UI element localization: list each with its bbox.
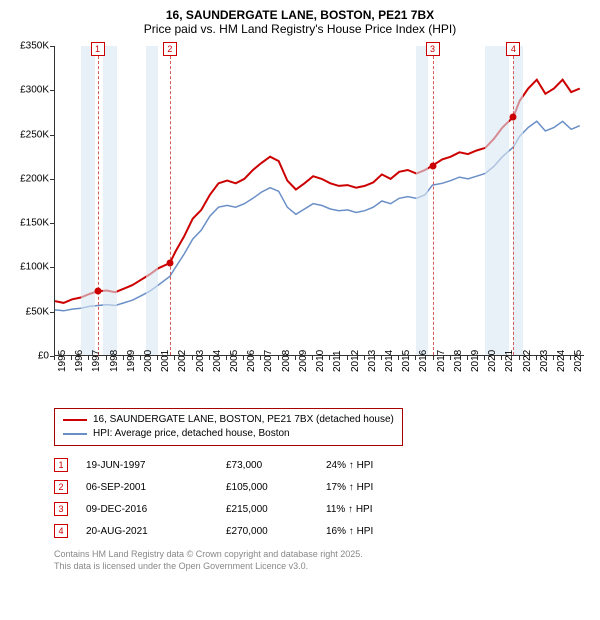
table-date: 19-JUN-1997 — [86, 460, 226, 471]
x-axis-label: 2006 — [246, 350, 257, 372]
x-axis-label: 2024 — [556, 350, 567, 372]
x-axis-label: 2002 — [177, 350, 188, 372]
recession-band — [81, 46, 95, 355]
chart-title: 16, SAUNDERGATE LANE, BOSTON, PE21 7BX — [10, 8, 590, 22]
footnote-line1: Contains HM Land Registry data © Crown c… — [54, 548, 590, 560]
event-marker-box: 2 — [163, 42, 177, 56]
x-axis-label: 2015 — [401, 350, 412, 372]
x-axis-label: 2018 — [453, 350, 464, 372]
legend-swatch — [63, 419, 87, 421]
recession-band — [416, 46, 428, 355]
y-axis-label: £0 — [9, 351, 49, 362]
x-axis-label: 2013 — [367, 350, 378, 372]
chart-subtitle: Price paid vs. HM Land Registry's House … — [10, 22, 590, 36]
event-marker-box: 3 — [426, 42, 440, 56]
x-axis-label: 2003 — [195, 350, 206, 372]
table-marker: 2 — [54, 480, 68, 494]
marker-table: 1 19-JUN-1997£73,00024% ↑ HPI 2 06-SEP-2001… — [54, 454, 590, 542]
x-axis-label: 2023 — [539, 350, 550, 372]
recession-band — [103, 46, 117, 355]
x-axis-label: 2011 — [332, 350, 343, 372]
event-marker-dot — [429, 162, 436, 169]
x-axis-label: 1997 — [91, 350, 102, 372]
table-pct: 17% ↑ HPI — [326, 482, 436, 493]
x-axis-label: 2022 — [522, 350, 533, 372]
x-axis-label: 2007 — [263, 350, 274, 372]
event-marker-dot — [510, 113, 517, 120]
y-axis-label: £300K — [9, 85, 49, 96]
event-vline — [513, 46, 514, 355]
event-marker-dot — [166, 260, 173, 267]
table-price: £105,000 — [226, 482, 326, 493]
event-vline — [433, 46, 434, 355]
x-axis-label: 2008 — [281, 350, 292, 372]
table-price: £73,000 — [226, 460, 326, 471]
x-axis-label: 1995 — [57, 350, 68, 372]
table-pct: 16% ↑ HPI — [326, 526, 436, 537]
event-vline — [170, 46, 171, 355]
x-axis-label: 1999 — [126, 350, 137, 372]
y-axis-label: £100K — [9, 262, 49, 273]
legend-swatch — [63, 433, 87, 435]
x-axis-label: 2012 — [350, 350, 361, 372]
footnote: Contains HM Land Registry data © Crown c… — [54, 548, 590, 572]
y-axis-label: £150K — [9, 218, 49, 229]
x-axis-label: 1996 — [74, 350, 85, 372]
x-axis-label: 2009 — [298, 350, 309, 372]
y-axis-label: £200K — [9, 173, 49, 184]
x-axis-label: 2019 — [470, 350, 481, 372]
legend-box: 16, SAUNDERGATE LANE, BOSTON, PE21 7BX (… — [54, 408, 403, 446]
x-axis-label: 2001 — [160, 350, 171, 372]
x-axis-label: 2010 — [315, 350, 326, 372]
plot-area: 1234 — [54, 46, 584, 356]
table-marker: 1 — [54, 458, 68, 472]
table-price: £270,000 — [226, 526, 326, 537]
footnote-line2: This data is licensed under the Open Gov… — [54, 560, 590, 572]
x-axis-label: 2004 — [212, 350, 223, 372]
event-marker-box: 1 — [91, 42, 105, 56]
table-row: 1 19-JUN-1997£73,00024% ↑ HPI — [54, 454, 590, 476]
legend-item: HPI: Average price, detached house, Bost… — [63, 427, 394, 441]
recession-band — [146, 46, 158, 355]
event-marker-dot — [94, 288, 101, 295]
x-axis-label: 2020 — [487, 350, 498, 372]
x-axis-label: 2005 — [229, 350, 240, 372]
x-axis-label: 2021 — [504, 350, 515, 372]
x-axis-label: 2017 — [436, 350, 447, 372]
x-axis-label: 1998 — [109, 350, 120, 372]
x-axis-label: 2000 — [143, 350, 154, 372]
table-date: 09-DEC-2016 — [86, 504, 226, 515]
recession-band — [485, 46, 509, 355]
x-axis-label: 2014 — [384, 350, 395, 372]
table-date: 06-SEP-2001 — [86, 482, 226, 493]
table-pct: 11% ↑ HPI — [326, 504, 436, 515]
y-axis-label: £250K — [9, 129, 49, 140]
table-price: £215,000 — [226, 504, 326, 515]
chart-area: 1234 £0£50K£100K£150K£200K£250K£300K£350… — [10, 42, 590, 402]
y-axis-label: £50K — [9, 306, 49, 317]
table-pct: 24% ↑ HPI — [326, 460, 436, 471]
event-vline — [98, 46, 99, 355]
legend-item: 16, SAUNDERGATE LANE, BOSTON, PE21 7BX (… — [63, 413, 394, 427]
table-row: 3 09-DEC-2016£215,00011% ↑ HPI — [54, 498, 590, 520]
x-axis-label: 2025 — [573, 350, 584, 372]
table-date: 20-AUG-2021 — [86, 526, 226, 537]
legend-label: 16, SAUNDERGATE LANE, BOSTON, PE21 7BX (… — [93, 413, 394, 427]
table-row: 4 20-AUG-2021£270,00016% ↑ HPI — [54, 520, 590, 542]
x-axis-label: 2016 — [418, 350, 429, 372]
y-axis-label: £350K — [9, 41, 49, 52]
table-row: 2 06-SEP-2001£105,00017% ↑ HPI — [54, 476, 590, 498]
table-marker: 4 — [54, 524, 68, 538]
chart-container: 16, SAUNDERGATE LANE, BOSTON, PE21 7BX P… — [0, 0, 600, 578]
legend-label: HPI: Average price, detached house, Bost… — [93, 427, 290, 441]
event-marker-box: 4 — [506, 42, 520, 56]
table-marker: 3 — [54, 502, 68, 516]
